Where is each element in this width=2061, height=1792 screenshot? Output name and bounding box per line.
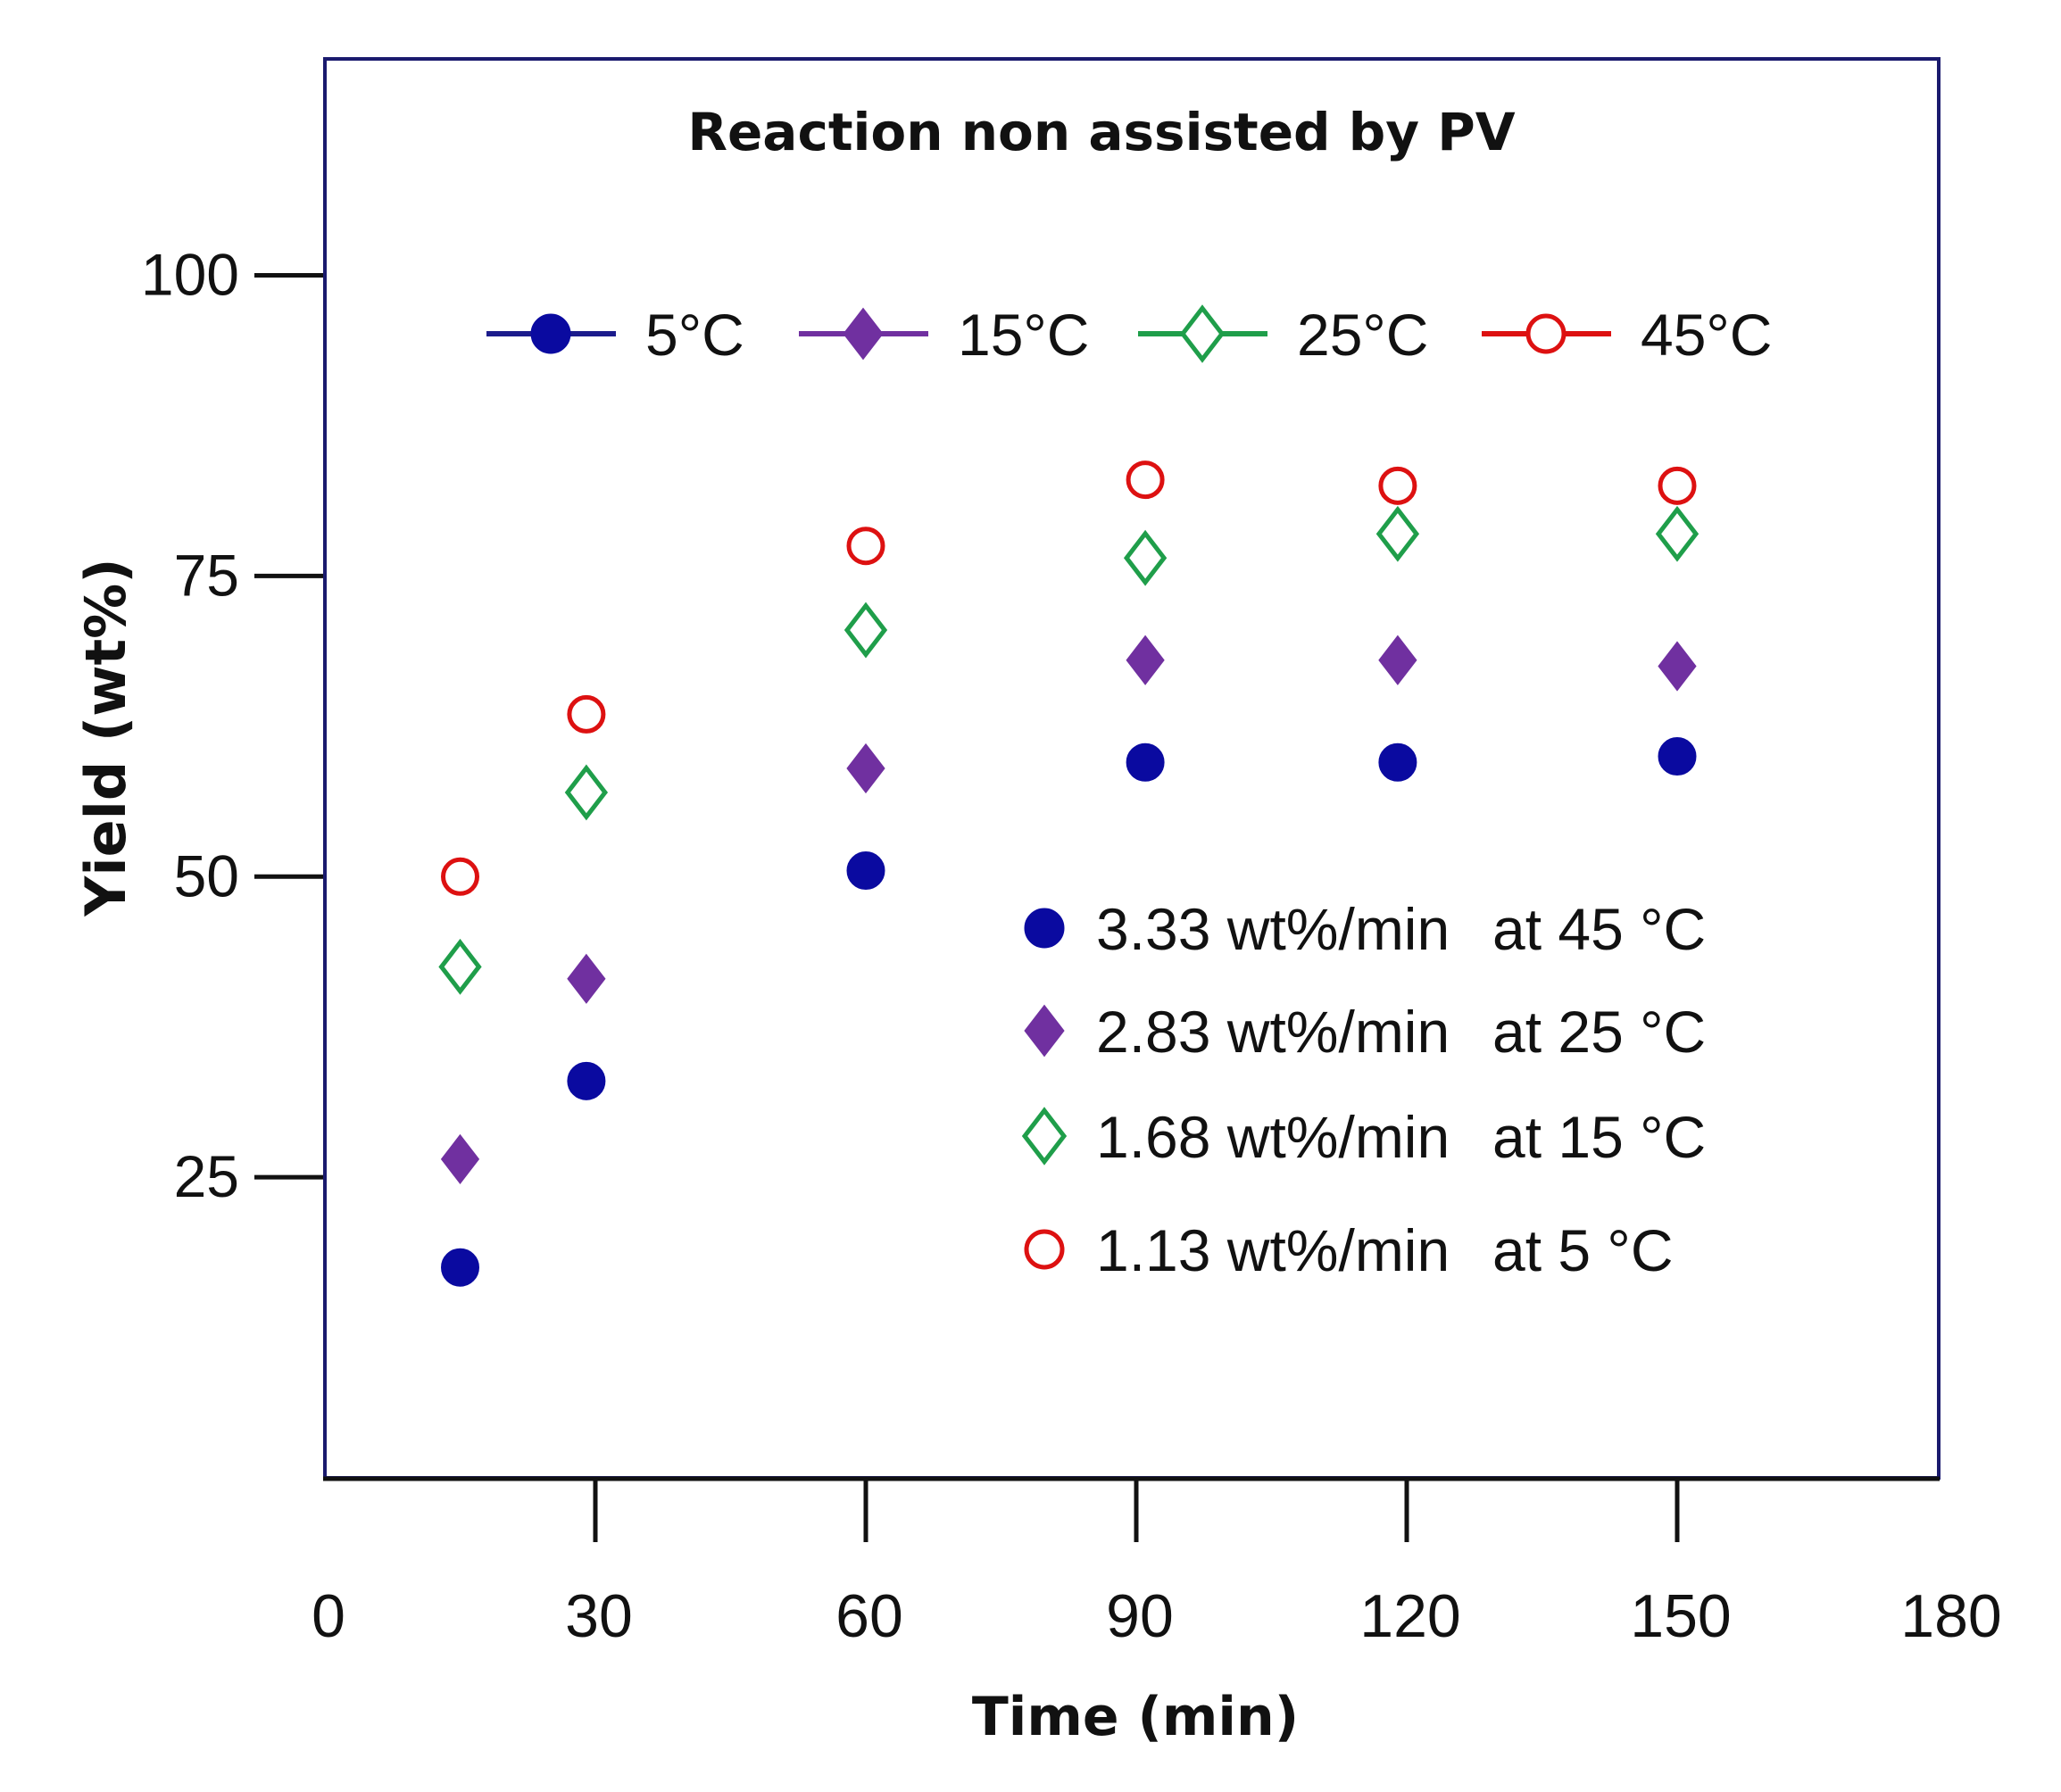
data-point (1126, 743, 1165, 782)
data-point (567, 694, 606, 734)
data-point (1378, 466, 1417, 505)
data-point (844, 601, 888, 659)
legend-marker (1525, 313, 1567, 354)
x-axis-label: Time (min) (972, 1686, 1299, 1748)
data-point (1658, 641, 1697, 692)
annotation-temp: at 15 °C (1492, 1104, 1706, 1170)
y-axis-label: Yield (wt%) (73, 558, 138, 917)
legend: 5°C 15°C 25°C 45°C (486, 302, 1772, 368)
data-point (1126, 460, 1165, 500)
data-point (438, 938, 482, 995)
data-point (440, 1133, 480, 1185)
y-tick-label: 25 (174, 1143, 239, 1209)
data-point (441, 1248, 479, 1287)
annotation-marker (1021, 1107, 1068, 1166)
x-tick-label: 150 (1630, 1582, 1731, 1650)
legend-marker (843, 307, 884, 361)
x-tick-label: 60 (835, 1582, 903, 1650)
x-tick-label: 120 (1359, 1582, 1460, 1650)
annotation-temp: at 25 °C (1492, 999, 1706, 1065)
legend-label: 45°C (1641, 302, 1772, 368)
legend-marker (530, 313, 571, 354)
x-axis-ticks: 0 30 60 90 120 150 180 (312, 1479, 2002, 1650)
data-point (1378, 743, 1417, 782)
legend-label: 5°C (645, 302, 744, 368)
data-point (1655, 505, 1699, 562)
x-tick-label: 0 (312, 1582, 345, 1650)
data-point (1658, 737, 1697, 776)
legend-label: 25°C (1297, 302, 1428, 368)
data-point (567, 953, 606, 1004)
annotation-marker (1024, 1004, 1065, 1058)
x-tick-label: 180 (1900, 1582, 2001, 1650)
data-point (1375, 505, 1420, 562)
data-point (1123, 529, 1168, 586)
data-point (1126, 635, 1165, 685)
x-tick-label: 30 (565, 1582, 633, 1650)
y-tick-label: 75 (174, 542, 239, 608)
annotation-rate: 2.83 wt%/min (1096, 999, 1450, 1065)
data-point (846, 851, 885, 891)
annotation-marker (1024, 908, 1065, 949)
data-point (564, 764, 609, 821)
data-point (846, 743, 885, 794)
annotation-temp: at 5 °C (1492, 1217, 1673, 1283)
annotation-rate: 1.13 wt%/min (1096, 1217, 1450, 1283)
data-point (846, 527, 885, 566)
annotation-temp: at 45 °C (1492, 896, 1706, 962)
legend-label: 15°C (958, 302, 1089, 368)
y-axis-ticks: 25 50 75 100 (141, 242, 323, 1209)
y-tick-label: 100 (141, 242, 239, 308)
data-point (1658, 466, 1697, 505)
y-tick-label: 50 (174, 842, 239, 908)
annotation-rate: 3.33 wt%/min (1096, 896, 1450, 962)
rate-annotations: 3.33 wt%/min at 45 °C 2.83 wt%/min at 25 °C… (1021, 896, 1706, 1283)
legend-marker (1179, 304, 1226, 363)
chart-title: Reaction non assisted by PV (687, 102, 1515, 162)
annotation-rate: 1.68 wt%/min (1096, 1104, 1450, 1170)
annotation-marker (1024, 1229, 1065, 1270)
x-tick-label: 90 (1106, 1582, 1174, 1650)
data-point (441, 857, 479, 896)
data-point (1378, 635, 1417, 685)
data-points (438, 460, 1699, 1287)
data-point (567, 1061, 606, 1100)
